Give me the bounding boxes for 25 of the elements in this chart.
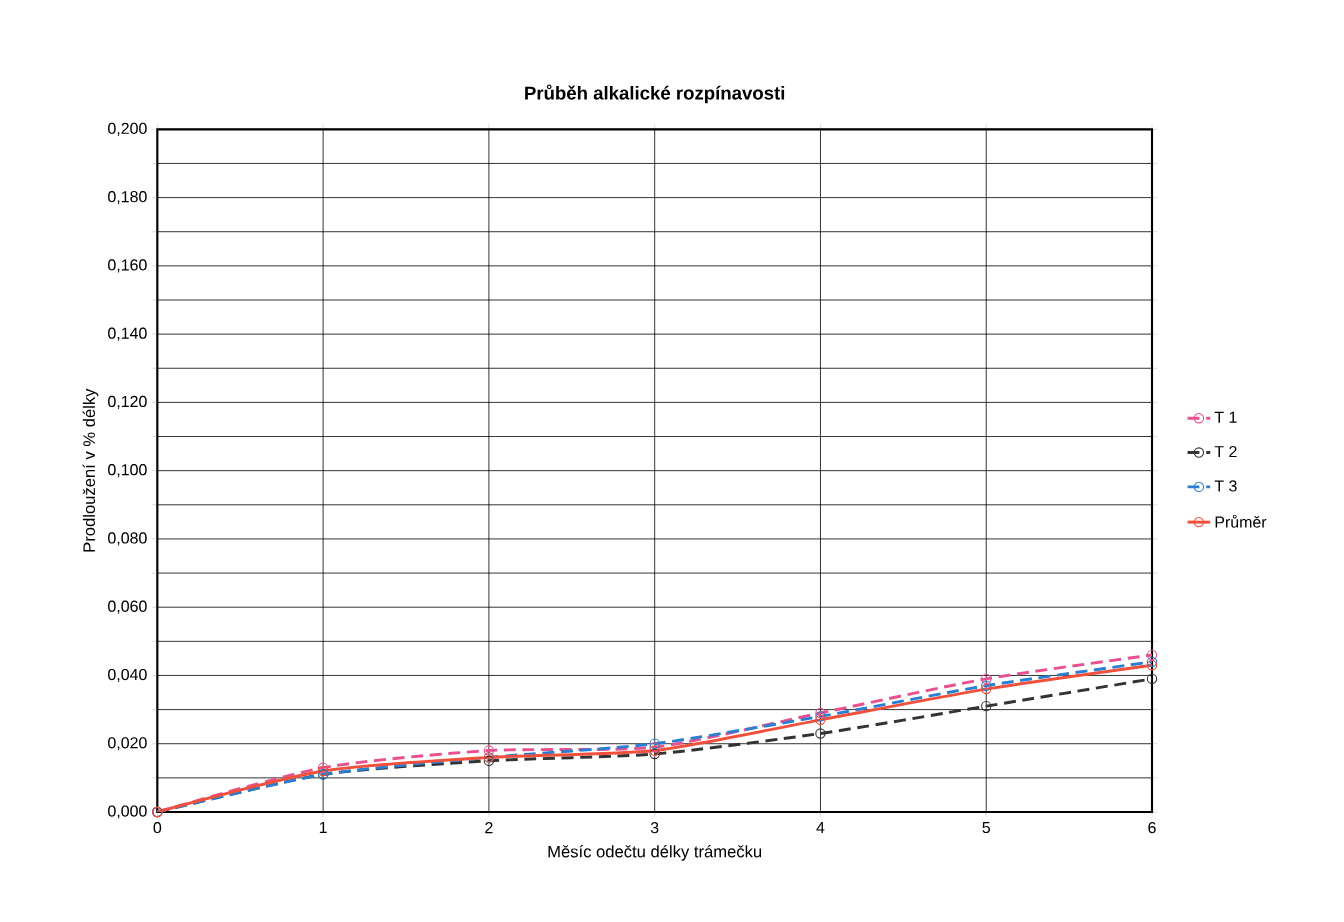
- y-tick-label: 0,080: [108, 532, 147, 546]
- x-axis-title: Měsíc odečtu délky trámečku: [548, 845, 762, 861]
- legend-label: T 2: [1214, 445, 1237, 458]
- y-tick-label: 0,200: [108, 122, 147, 136]
- y-tick-label: 0,020: [108, 737, 147, 751]
- x-tick-label: 6: [1148, 822, 1156, 834]
- y-tick-label: 0,100: [108, 464, 147, 478]
- legend-label: T 3: [1214, 480, 1237, 492]
- chart-title: Průběh alkalické rozpínavosti: [525, 84, 785, 104]
- y-tick-label: 0,120: [108, 395, 147, 409]
- y-tick-label: 0,180: [108, 191, 147, 205]
- x-tick-label: 3: [650, 822, 659, 834]
- legend-label: Průměr: [1215, 514, 1267, 528]
- y-tick-label: 0,160: [108, 259, 147, 273]
- legend-label: T 1: [1214, 411, 1237, 423]
- y-tick-label: 0,140: [108, 327, 147, 341]
- x-tick-label: 0: [153, 822, 162, 834]
- y-tick-label: 0,040: [108, 668, 147, 683]
- x-tick-label: 1: [319, 822, 327, 833]
- y-tick-label: 0,000: [108, 805, 147, 819]
- x-tick-label: 5: [982, 822, 990, 834]
- x-tick-label: 2: [485, 822, 493, 834]
- y-tick-label: 0,060: [108, 600, 147, 614]
- x-tick-label: 4: [816, 822, 825, 833]
- y-axis-title: Prodloužení v % délky: [82, 388, 99, 552]
